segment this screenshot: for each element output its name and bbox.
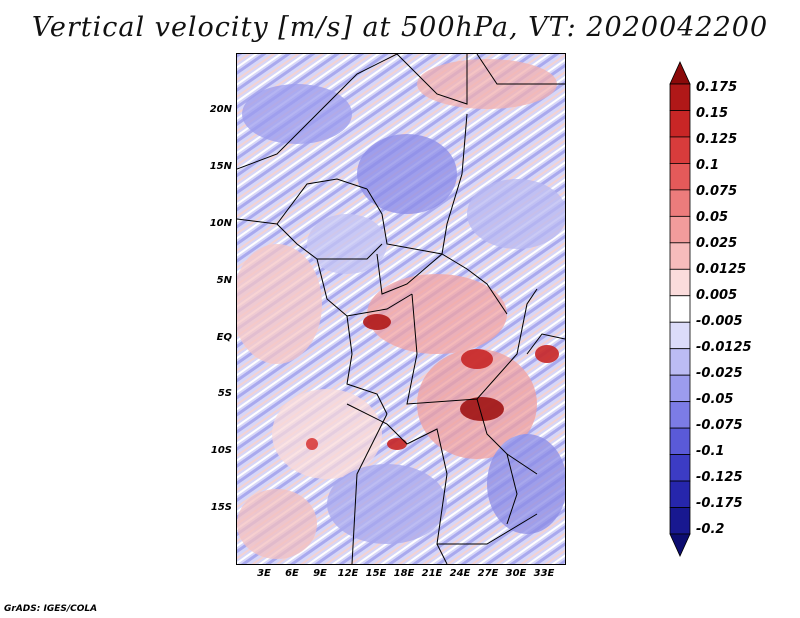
colorbar-cap-top xyxy=(669,61,691,85)
x-tick-24e: 24E xyxy=(449,568,471,579)
y-tick-15n: 15N xyxy=(209,161,232,172)
colorbar-segment xyxy=(669,507,691,535)
x-tick-27e: 27E xyxy=(477,568,499,579)
colorbar-label-0.125: 0.125 xyxy=(696,132,738,147)
velocity-field xyxy=(237,54,565,564)
y-tick-5n: 5N xyxy=(216,275,232,286)
colorbar-label-neg0.005: -0.005 xyxy=(696,314,743,329)
colorbar-segment xyxy=(669,321,691,350)
x-tick-21e: 21E xyxy=(421,568,443,579)
colorbar-segment xyxy=(669,480,691,508)
footer-credit: GrADS: IGES/COLA xyxy=(4,604,98,614)
y-tick-5s: 5S xyxy=(217,388,232,399)
x-tick-15e: 15E xyxy=(365,568,387,579)
y-tick-eq: EQ xyxy=(216,332,232,343)
colorbar-label-neg0.025: -0.025 xyxy=(696,366,743,381)
colorbar-segment xyxy=(669,83,691,111)
colorbar-label-0.1: 0.1 xyxy=(696,158,720,173)
colorbar-label-0.025: 0.025 xyxy=(696,236,738,251)
x-tick-33e: 33E xyxy=(533,568,555,579)
colorbar-segment xyxy=(669,374,691,403)
colorbar-label-neg0.175: -0.175 xyxy=(696,496,743,511)
colorbar-cap-bottom xyxy=(669,533,691,557)
colorbar-segment xyxy=(669,295,691,323)
x-tick-3e: 3E xyxy=(257,568,271,579)
colorbar-segment xyxy=(669,163,691,191)
colorbar-segment xyxy=(669,136,691,164)
colorbar-label-0.0125: 0.0125 xyxy=(696,262,747,277)
x-tick-18e: 18E xyxy=(393,568,415,579)
x-tick-9e: 9E xyxy=(313,568,327,579)
colorbar-segment xyxy=(669,348,691,376)
colorbar-label-0.175: 0.175 xyxy=(696,80,738,95)
colorbar-label-neg0.1: -0.1 xyxy=(696,444,725,459)
x-tick-12e: 12E xyxy=(337,568,359,579)
colorbar-segment xyxy=(669,401,691,429)
colorbar-label-0.005: 0.005 xyxy=(696,288,738,303)
colorbar-label-neg0.05: -0.05 xyxy=(696,392,734,407)
x-tick-6e: 6E xyxy=(285,568,299,579)
y-tick-10n: 10N xyxy=(209,218,232,229)
colorbar-segment xyxy=(669,268,691,297)
colorbar-label-neg0.075: -0.075 xyxy=(696,418,743,433)
y-tick-15s: 15S xyxy=(210,502,232,513)
colorbar xyxy=(669,61,691,557)
colorbar-segment xyxy=(669,427,691,455)
y-tick-20n: 20N xyxy=(209,104,232,115)
colorbar-label-neg0.2: -0.2 xyxy=(696,522,725,537)
colorbar-label-0.05: 0.05 xyxy=(696,210,729,225)
map-plot-area xyxy=(236,53,566,565)
x-tick-30e: 30E xyxy=(505,568,527,579)
colorbar-segment xyxy=(669,110,691,138)
colorbar-label-neg0.0125: -0.0125 xyxy=(696,340,752,355)
colorbar-segment xyxy=(669,189,691,217)
colorbar-label-neg0.125: -0.125 xyxy=(696,470,743,485)
colorbar-label-0.15: 0.15 xyxy=(696,106,729,121)
colorbar-segment xyxy=(669,242,691,270)
colorbar-label-0.075: 0.075 xyxy=(696,184,738,199)
colorbar-segment xyxy=(669,454,691,482)
colorbar-segment xyxy=(669,215,691,244)
chart-title: Vertical velocity [m/s] at 500hPa, VT: 2… xyxy=(31,12,769,43)
y-tick-10s: 10S xyxy=(210,445,232,456)
